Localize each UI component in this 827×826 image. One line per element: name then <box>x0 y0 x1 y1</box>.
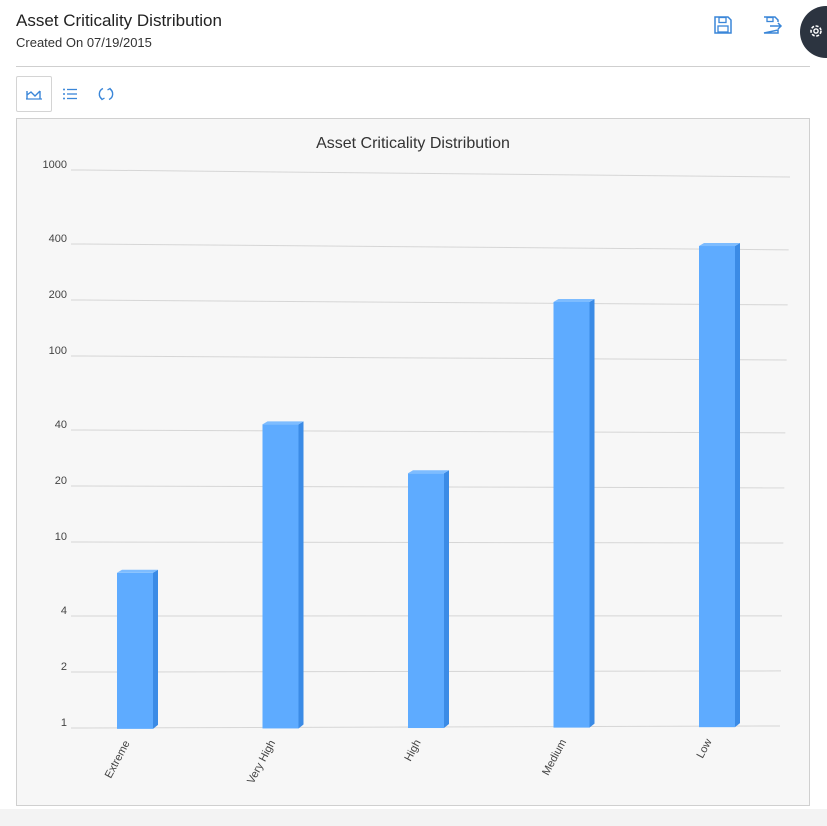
chart-panel: Asset Criticality Distribution 1 2 4 10 20 40 1… <box>16 118 810 806</box>
refresh-button[interactable] <box>88 76 124 112</box>
gridline-7 <box>82 299 788 306</box>
footer-strip <box>0 809 827 826</box>
y-tick-label-3: 10 <box>55 531 67 543</box>
bar-4 <box>699 246 735 728</box>
x-tick-label-0: Extreme <box>103 739 133 781</box>
bar-chart: Asset Criticality Distribution 1 2 4 10 20 40 1… <box>43 135 791 786</box>
header-divider <box>16 66 810 67</box>
bar-side-3 <box>589 299 595 728</box>
y-tick-label-4: 20 <box>55 475 67 487</box>
bar-side-1 <box>298 421 304 729</box>
chart-title: Asset Criticality Distribution <box>316 135 510 152</box>
gridline-5 <box>82 429 786 434</box>
bar-top-4 <box>699 243 740 247</box>
y-tick-label-8: 400 <box>49 233 67 245</box>
settings-button[interactable] <box>800 6 827 58</box>
save-button[interactable] <box>712 14 734 36</box>
list-view-button[interactable] <box>52 76 88 112</box>
x-tick-label-3: Medium <box>540 737 569 777</box>
y-tick-label-2: 4 <box>61 605 67 617</box>
y-tick-label-0: 1 <box>61 717 67 729</box>
x-tick-label-1: Very High <box>245 738 278 786</box>
y-tick-label-6: 100 <box>49 345 67 357</box>
bar-side-4 <box>735 243 740 728</box>
gridline-8 <box>82 243 789 251</box>
y-tick-label-5: 40 <box>55 419 67 431</box>
y-tick-label-7: 200 <box>49 289 67 301</box>
save-icon <box>714 16 732 34</box>
bar-0 <box>117 572 153 729</box>
created-date: Created On 07/19/2015 <box>16 35 152 50</box>
bar-top-0 <box>117 569 158 573</box>
page-title: Asset Criticality Distribution <box>16 11 222 30</box>
bar-side-0 <box>153 569 158 729</box>
bar-2 <box>408 473 444 729</box>
bar-3 <box>553 302 590 728</box>
save-as-button[interactable] <box>761 14 783 36</box>
gear-icon <box>810 25 822 37</box>
list-view-icon <box>63 88 77 100</box>
x-tick-label-4: Low <box>695 737 715 761</box>
bar-side-2 <box>444 470 449 729</box>
header: Asset Criticality Distribution Created O… <box>16 10 222 50</box>
y-tick-label-1: 2 <box>61 661 67 673</box>
bar-top-2 <box>408 470 449 474</box>
gridline-9 <box>82 169 791 178</box>
chart-view-icon <box>26 90 42 100</box>
y-tick-label-9: 1000 <box>43 159 67 171</box>
refresh-icon <box>98 87 114 101</box>
bar-top-3 <box>553 299 595 303</box>
bar-top-1 <box>262 421 304 425</box>
x-tick-label-2: High <box>402 738 423 764</box>
bar-1 <box>262 424 299 729</box>
gridline-6 <box>82 355 787 361</box>
chart-view-button[interactable] <box>16 76 52 112</box>
save-as-icon <box>763 16 783 34</box>
